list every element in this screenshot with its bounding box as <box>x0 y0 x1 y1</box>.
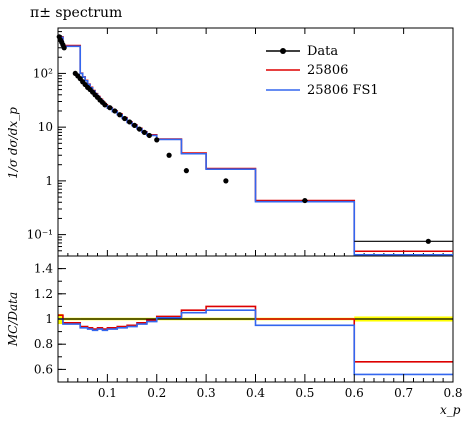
ratio-y-tick-label: 1 <box>45 312 53 326</box>
data-point <box>154 137 160 143</box>
x-tick-label: 0.1 <box>98 386 117 400</box>
x-tick-label: 0.5 <box>295 386 314 400</box>
main-y-tick-label: 10⁻¹ <box>27 228 53 242</box>
ratio-panel: 0.6 0.8 1 1.2 1.4 0.1 0.2 0.3 0.4 0.5 0.6 0.7 0.8 <box>34 255 463 400</box>
main-series-25806-fs1-line <box>58 36 453 256</box>
data-point <box>102 102 108 108</box>
data-point <box>112 108 118 114</box>
main-y-tick-label: 10² <box>33 66 53 80</box>
data-point <box>107 105 113 111</box>
ratio-y-label: MC/Data <box>6 292 20 347</box>
legend-25806-label: 25806 <box>307 63 348 78</box>
data-point <box>117 112 123 118</box>
main-series-25806-line <box>58 36 453 253</box>
x-axis-label: x_p <box>440 403 461 417</box>
data-point <box>425 238 431 244</box>
data-point <box>126 119 133 125</box>
ratio-y-tick-label: 1.4 <box>34 262 53 276</box>
x-tick-label: 0.3 <box>197 386 216 400</box>
ratio-y-tick-label: 1.2 <box>34 287 53 301</box>
ratio-series-25806-fs1-line <box>58 309 453 376</box>
data-point <box>122 115 128 122</box>
data-point <box>61 45 67 51</box>
x-tick-label: 0.4 <box>246 386 265 400</box>
legend: Data 25806 25806 FS1 <box>266 44 379 98</box>
main-y-label: 1/σ dσ/dx_p <box>6 107 20 179</box>
main-y-tick-label: 1 <box>45 174 53 188</box>
ratio-y-tick-label: 0.8 <box>34 337 53 351</box>
x-tick-label: 0.8 <box>443 386 462 400</box>
main-panel-frame <box>57 27 454 257</box>
legend-data-marker <box>280 48 286 54</box>
main-y-tick-label: 10 <box>38 120 53 134</box>
chart-title: π± spectrum <box>30 5 122 21</box>
data-point <box>223 178 229 184</box>
data-point <box>302 197 308 204</box>
data-point <box>136 126 143 132</box>
data-point <box>166 152 172 158</box>
x-tick-label: 0.6 <box>345 386 364 400</box>
legend-fs1-label: 25806 FS1 <box>307 83 379 98</box>
data-point <box>146 132 152 139</box>
main-panel: 10⁻¹ 1 10 10² <box>27 27 454 257</box>
data-point <box>183 168 189 174</box>
legend-data-label: Data <box>307 44 338 59</box>
x-tick-label: 0.7 <box>394 386 413 400</box>
data-point <box>131 122 138 128</box>
x-tick-label: 0.2 <box>147 386 166 400</box>
ratio-y-tick-label: 0.6 <box>34 362 53 376</box>
data-point <box>141 129 148 135</box>
